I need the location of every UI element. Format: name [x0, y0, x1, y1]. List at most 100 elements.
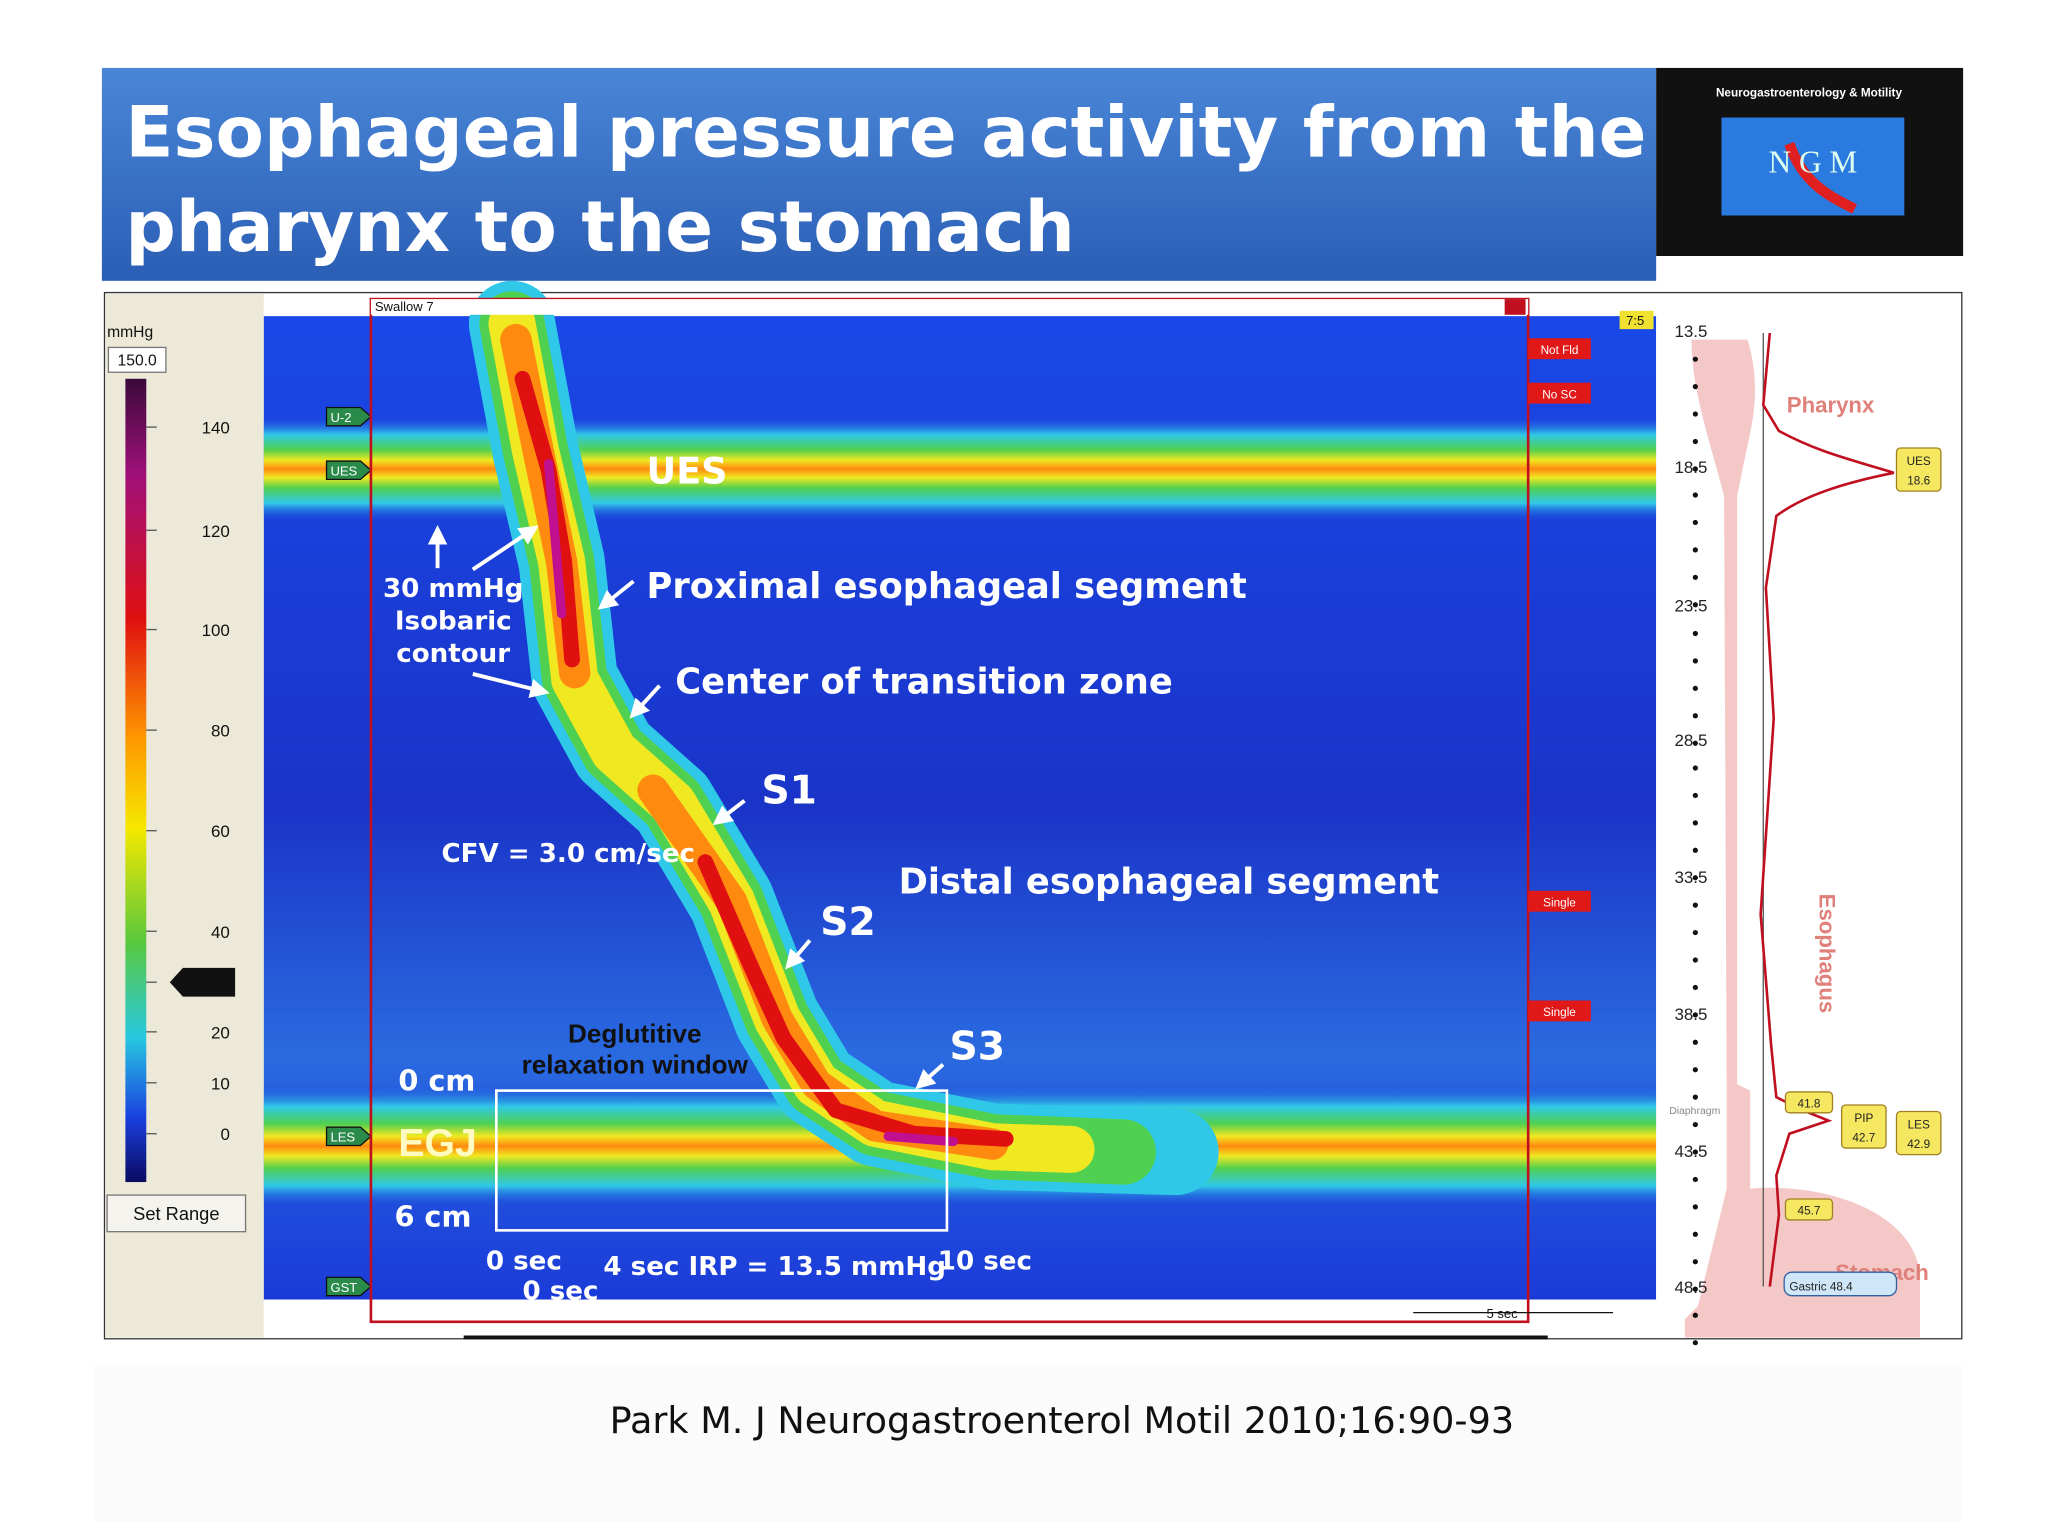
region-label: Esophagus	[1814, 894, 1839, 1014]
depth-tick-label: 43.5	[1674, 1142, 1707, 1161]
swallow-header	[370, 299, 1529, 315]
annotation: Distal esophageal segment	[899, 861, 1440, 902]
annotation: Proximal esophageal segment	[647, 566, 1247, 607]
annotation: Isobaric	[395, 607, 512, 637]
sensor-dot	[1692, 1176, 1698, 1183]
flag	[1528, 1000, 1591, 1022]
threshold-marker	[169, 967, 236, 997]
scale-tick-label: 80	[211, 722, 230, 741]
shape: 13.5 18.5 23.5 28.5 33.5 38.5 43.5 48.5	[1674, 322, 1707, 1428]
shape	[1784, 1091, 1834, 1114]
close-box[interactable]	[1504, 299, 1526, 315]
journal-logo: N G M	[1769, 144, 1858, 179]
depth-tick-label: 33.5	[1674, 868, 1707, 887]
peristaltic-wave	[468, 280, 1219, 1196]
set-range-label: Set Range	[133, 1203, 219, 1224]
channel-label: U-2	[330, 410, 351, 425]
set-range-button[interactable]	[106, 1194, 247, 1233]
relaxation-window	[495, 1089, 949, 1232]
shape	[471, 525, 539, 572]
ues-band	[263, 415, 1657, 523]
sensor-dot	[1692, 574, 1698, 580]
sensor-dot	[1692, 519, 1698, 526]
depth-tick-label: 23.5	[1674, 596, 1707, 615]
annotation: 0 cm	[398, 1064, 475, 1098]
tag-label: 18.6	[1907, 475, 1930, 488]
scale-tick-label: 40	[211, 923, 230, 942]
sensor-dot	[1692, 1286, 1698, 1292]
shape	[472, 672, 550, 698]
sensor-dot	[1692, 438, 1698, 445]
sensor-dot	[1692, 356, 1698, 362]
sensor-dot	[1692, 1204, 1698, 1210]
shape: U-2 UES LES GST	[325, 406, 372, 1297]
pressure-profile	[1759, 332, 1895, 1287]
annotation: 0 sec	[522, 1277, 598, 1307]
shape	[712, 799, 746, 826]
flag-label: No SC	[1542, 388, 1577, 401]
arrows	[427, 525, 945, 1090]
flag-label: Not Fld	[1541, 344, 1579, 357]
cover-art	[1721, 117, 1905, 216]
annotation: contour	[396, 639, 510, 669]
sensor-dot	[1692, 1094, 1698, 1100]
scale-tick-label: 140	[202, 419, 230, 438]
region-label: Pharynx	[1787, 393, 1875, 418]
sensor-dot	[1692, 1149, 1698, 1155]
journal-name: Neurogastroenterology & Motility	[1716, 87, 1903, 100]
sensor-dot	[1692, 466, 1698, 472]
depth-tick-label: 38.5	[1674, 1005, 1707, 1024]
sensor-dot	[1692, 792, 1698, 799]
channel-tag	[325, 1126, 372, 1147]
shape	[1895, 447, 1942, 492]
sensor-dot	[1692, 820, 1698, 826]
annotation: EGJ	[398, 1122, 476, 1165]
cover-art	[1784, 141, 1858, 214]
sensor-dot	[1692, 1340, 1698, 1346]
annotation: 30 mmHg	[383, 574, 523, 604]
sensor-dot	[1692, 411, 1698, 417]
shape	[915, 1063, 945, 1090]
annotation: S3	[950, 1024, 1005, 1069]
anatomy	[1684, 339, 1920, 1338]
shape	[1784, 1198, 1834, 1221]
scale-tick-label: 100	[202, 621, 230, 640]
sensor-dot	[1692, 602, 1698, 608]
title-line: pharynx to the stomach	[125, 186, 1074, 268]
annotation: S1	[761, 768, 816, 813]
channel-label: UES	[330, 463, 357, 478]
time-tag: 7:5	[1626, 313, 1644, 328]
sensor-dot	[1692, 1259, 1698, 1265]
depth-tick-label: 13.5	[1674, 322, 1707, 341]
scale-tick-label: 120	[202, 522, 230, 541]
annotation: 10 sec	[938, 1247, 1032, 1277]
footer-strip	[263, 1299, 1657, 1337]
sensor-dot	[1692, 740, 1698, 746]
flag	[1528, 382, 1591, 404]
channel-tag	[325, 1276, 372, 1297]
channel-tag	[325, 460, 372, 480]
sensor-dot	[1692, 847, 1698, 853]
sensor-dot	[1692, 713, 1698, 719]
shape	[785, 939, 812, 970]
title-banner	[101, 67, 1657, 281]
tag-label: Gastric 48.4	[1789, 1280, 1853, 1293]
scale-tick-label: 20	[211, 1023, 230, 1042]
shape	[597, 579, 635, 610]
tag-label: LES	[1908, 1118, 1930, 1131]
flag	[1528, 890, 1591, 912]
scale-tick-label: 0	[220, 1125, 229, 1144]
annotation: Center of transition zone	[675, 662, 1173, 703]
depth-tick-label: 18.5	[1674, 458, 1707, 477]
tag-label: PIP	[1854, 1112, 1873, 1125]
caption-area	[94, 1364, 1962, 1522]
title-line: Esophageal pressure activity from the	[125, 92, 1646, 174]
sensor-dot	[1692, 957, 1698, 963]
tag-label: 42.7	[1852, 1132, 1875, 1145]
sensor-dot	[1692, 1312, 1698, 1318]
annotation: 4 sec IRP = 13.5 mmHg	[603, 1252, 946, 1282]
scale-tick-label: 10	[211, 1074, 230, 1093]
sensor-dot	[1692, 1012, 1698, 1018]
unit-label: mmHg	[107, 324, 153, 341]
